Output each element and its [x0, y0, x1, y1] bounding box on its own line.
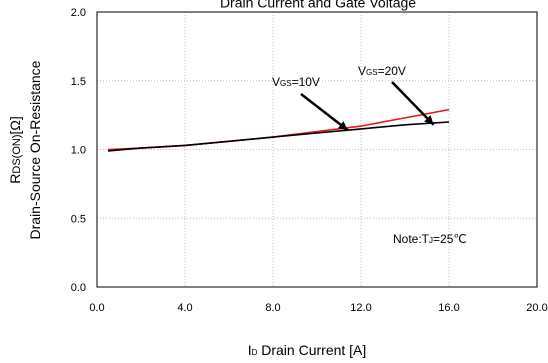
y-axis-ticks: 0.0 0.5 1.0 1.5 2.0 [71, 7, 86, 294]
x-axis-ticks: 0.0 4.0 8.0 12.0 16.0 20.0 [89, 302, 547, 314]
annotation-arrow-vgs20 [391, 81, 435, 126]
x-tick-label: 4.0 [177, 302, 192, 314]
series-group [107, 108, 450, 152]
annotation-arrow-vgs10 [300, 93, 349, 132]
y-axis-title-line1: RDS(ON)[Ω] [7, 116, 23, 183]
x-tick-label: 8.0 [265, 302, 280, 314]
annotation-label-vgs20: VGS=20V [358, 64, 406, 78]
annotation-arrowhead-vgs20 [424, 115, 434, 125]
y-tick-label: 0.0 [71, 282, 86, 294]
x-tick-label: 0.0 [89, 302, 104, 314]
annotation-arrowhead-vgs10 [337, 121, 348, 131]
grid [97, 12, 537, 287]
y-tick-label: 1.5 [71, 76, 86, 88]
x-tick-label: 16.0 [438, 302, 459, 314]
y-tick-label: 1.0 [71, 145, 86, 157]
note-label: Note:TJ=25℃ [393, 232, 467, 246]
x-tick-label: 20.0 [526, 302, 547, 314]
x-axis-title: ID Drain Current [A] [248, 342, 367, 358]
annotations: VGS=10V VGS=20V [272, 64, 435, 132]
x-tick-label: 12.0 [350, 302, 371, 314]
plot-frame [96, 11, 538, 288]
series-line-vgs10 [107, 121, 450, 152]
chart-title: Drain Current and Gate Voltage [220, 0, 416, 10]
y-axis-title: RDS(ON)[Ω] Drain-Source On-Resistance [7, 60, 43, 239]
y-axis-title-line2: Drain-Source On-Resistance [27, 60, 43, 239]
y-tick-label: 2.0 [71, 7, 86, 19]
series-line-vgs20 [107, 108, 450, 151]
y-tick-label: 0.5 [71, 213, 86, 225]
annotation-label-vgs10: VGS=10V [272, 75, 320, 89]
